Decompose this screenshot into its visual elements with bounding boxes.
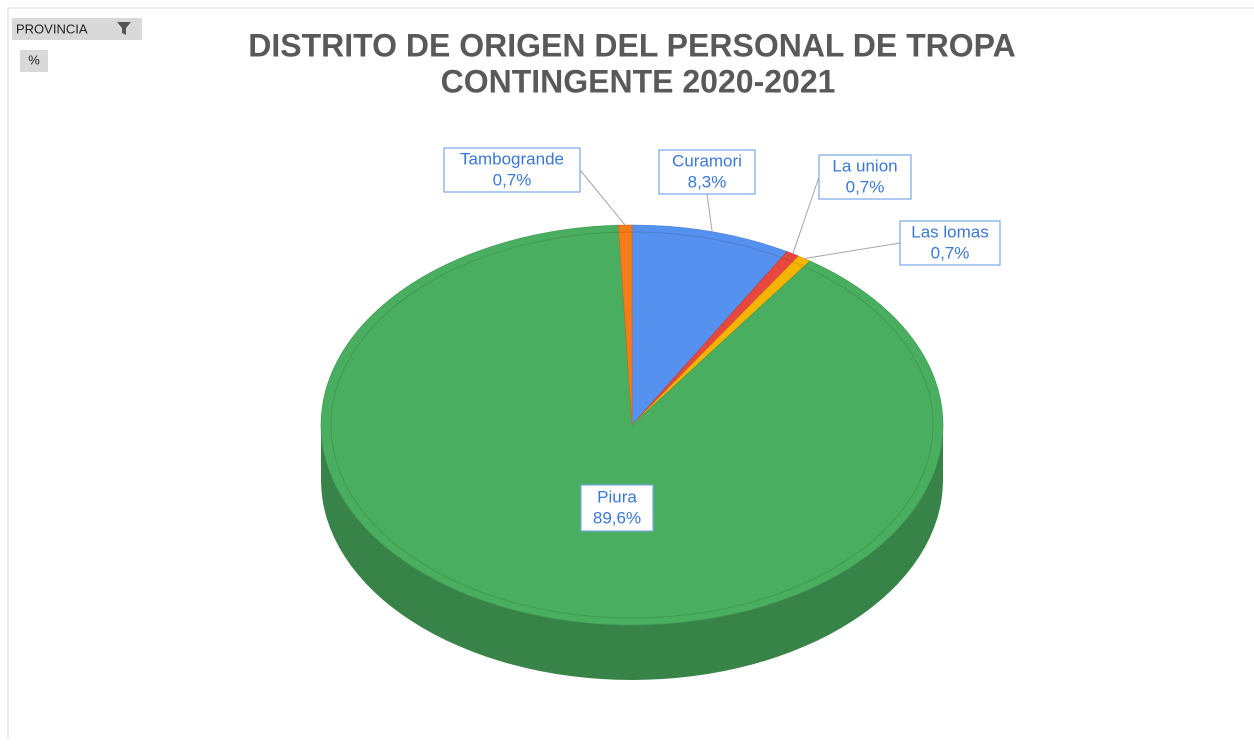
data-label-name: Piura: [597, 487, 637, 506]
data-label-name: Las lomas: [911, 222, 988, 241]
data-label-box: [580, 484, 654, 532]
data-label-box: [658, 149, 756, 195]
pie-slice: [320, 224, 944, 626]
data-label-name: Curamori: [672, 151, 742, 170]
value-button[interactable]: [20, 50, 48, 72]
data-label-name: La union: [832, 156, 897, 175]
data-label-value: 8,3%: [688, 172, 727, 191]
leader-line: [804, 242, 901, 260]
filter-button-label: PROVINCIA: [16, 21, 88, 36]
data-label-box: [818, 154, 912, 200]
pie-side: [321, 425, 943, 680]
data-label-box: [899, 220, 1001, 266]
pie-inner-ring: [330, 231, 934, 619]
filter-icon: [117, 22, 131, 35]
value-button-label: %: [28, 52, 40, 67]
chart-title: CONTINGENTE 2020-2021: [441, 63, 836, 99]
data-label-name: Tambogrande: [460, 149, 564, 168]
data-label-value: 0,7%: [493, 170, 532, 189]
chart-title: DISTRITO DE ORIGEN DEL PERSONAL DE TROPA: [248, 27, 1016, 63]
filter-button[interactable]: [12, 18, 142, 40]
leader-line: [792, 176, 820, 254]
data-label-box: [443, 147, 581, 193]
data-label-value: 89,6%: [593, 508, 641, 527]
data-label-value: 0,7%: [931, 243, 970, 262]
leader-line: [706, 193, 713, 232]
pie-slice: [631, 224, 788, 426]
data-label-value: 0,7%: [846, 177, 885, 196]
leader-line: [579, 169, 626, 226]
